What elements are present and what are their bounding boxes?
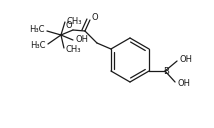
- Text: CH₃: CH₃: [66, 17, 82, 25]
- Text: OH: OH: [180, 56, 193, 65]
- Text: H₃C: H₃C: [29, 24, 45, 34]
- Text: H₃C: H₃C: [30, 40, 46, 50]
- Text: O: O: [66, 20, 72, 29]
- Text: CH₃: CH₃: [65, 45, 81, 55]
- Text: OH: OH: [178, 78, 190, 88]
- Text: OH: OH: [76, 35, 88, 44]
- Text: B: B: [163, 67, 169, 76]
- Text: O: O: [92, 13, 98, 23]
